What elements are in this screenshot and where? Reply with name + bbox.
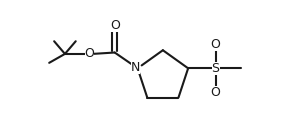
Text: S: S: [212, 62, 219, 75]
Text: N: N: [131, 61, 140, 74]
Text: O: O: [85, 47, 94, 60]
Text: O: O: [110, 19, 120, 32]
Text: O: O: [210, 38, 221, 51]
Text: O: O: [210, 86, 221, 99]
